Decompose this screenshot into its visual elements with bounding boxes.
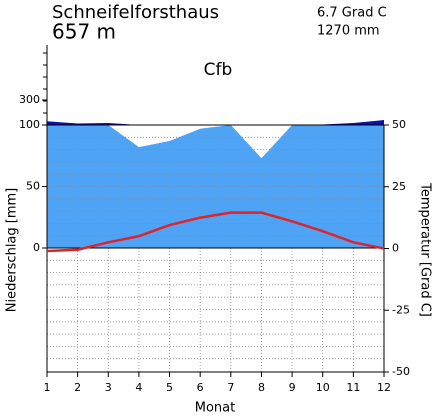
temperature-line [46,211,385,253]
y2-tick-label: -25 [392,303,410,316]
x-tick-label: 5 [166,381,173,394]
annual-precipitation: 1270 mm [317,24,380,39]
x-tick-label: 1 [44,381,51,394]
precipitation-excess-area [47,120,384,125]
y-axis-label: Niederschlag [mm] [5,188,20,313]
y2-tick-label: 25 [392,180,406,193]
y-tick-label: 100 [19,118,40,131]
mean-temperature: 6.7 Grad C [317,6,387,21]
x-tick-label: 6 [197,381,204,394]
x-tick-label: 10 [316,381,330,394]
x-tick-label: 4 [135,381,142,394]
x-axis-label: Monat [195,401,235,416]
x-tick-label: 2 [74,381,81,394]
y2-tick-label: -50 [392,365,410,378]
y-tick-label: 300 [19,93,40,106]
elevation: 657 m [52,20,116,44]
x-tick-label: 7 [227,381,234,394]
x-tick-label: 12 [377,381,391,394]
x-tick-label: 8 [258,381,265,394]
x-tick-label: 3 [105,381,112,394]
y2-tick-label: 0 [392,242,399,255]
y2-tick-label: 50 [392,118,406,131]
climate-class: Cfb [204,60,233,80]
x-tick-label: 11 [346,381,360,394]
x-tick-label: 9 [289,381,296,394]
chart-title: Schneifelforsthaus [52,2,219,23]
y-tick-label: 50 [26,180,40,193]
y2-axis-label: Temperatur [Grad C] [418,182,433,317]
y-tick-label: 0 [33,241,40,254]
